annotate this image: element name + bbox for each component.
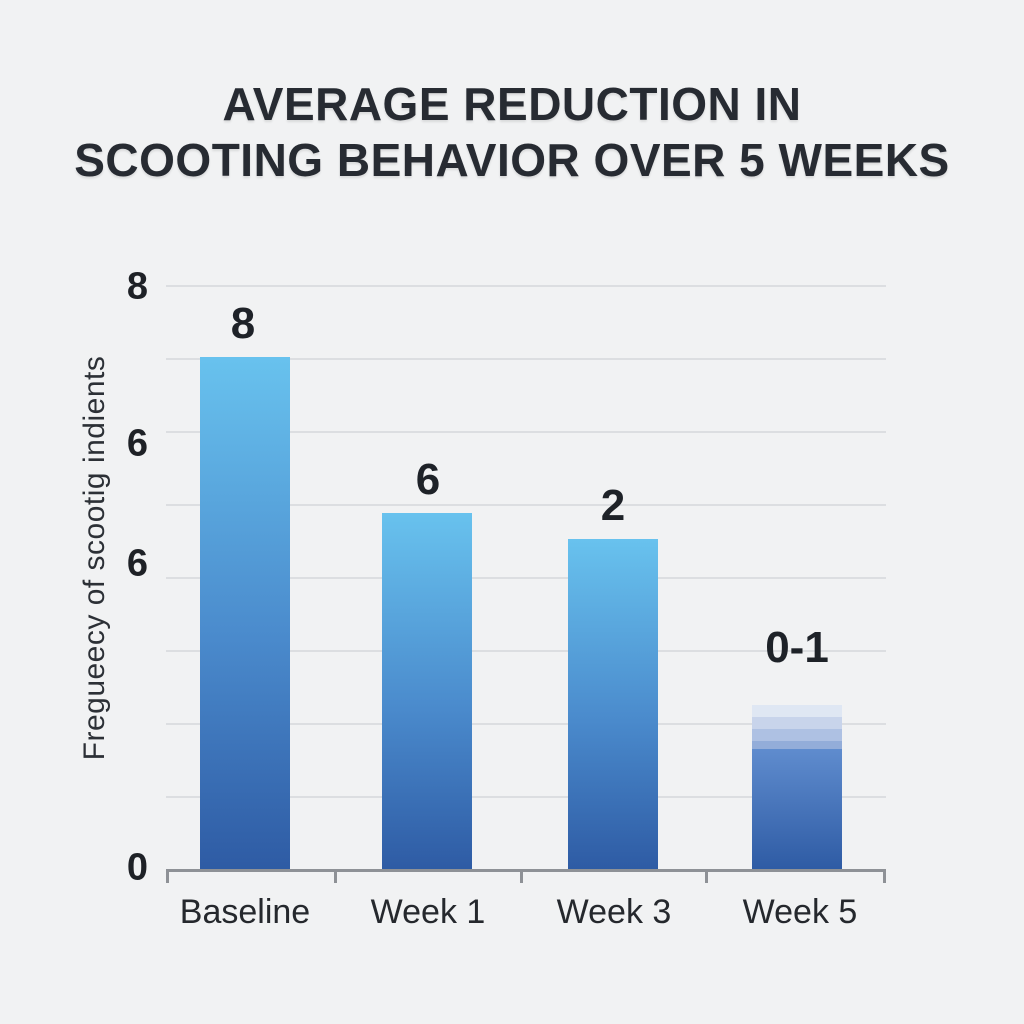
bar-week5 [752, 705, 842, 870]
x-category-label-week3: Week 3 [556, 893, 672, 931]
x-category-label-week5: Week 5 [742, 893, 858, 931]
y-tick-label: 6 [126, 422, 148, 465]
bar-baseline [200, 357, 290, 870]
x-axis-tick [520, 869, 523, 883]
y-axis-title: Fregueecy of scootig indients [78, 355, 111, 761]
bar-value-label: 2 [600, 481, 626, 530]
gridline [166, 285, 886, 287]
x-category-label-baseline: Baseline [179, 893, 311, 931]
gridline [166, 796, 886, 798]
gridline [166, 504, 886, 506]
bar-week3 [568, 539, 658, 870]
x-axis-line [166, 869, 886, 872]
bar-week1 [382, 513, 472, 870]
x-axis-tick [334, 869, 337, 883]
gridline [166, 577, 886, 579]
x-axis-tick [883, 869, 886, 883]
bar-value-label: 8 [230, 299, 256, 348]
chart-title: AVERAGE REDUCTION IN SCOOTING BEHAVIOR O… [0, 76, 1024, 188]
y-tick-label: 0 [126, 846, 148, 889]
gridline [166, 650, 886, 652]
x-category-label-week1: Week 1 [370, 893, 486, 931]
gridline [166, 723, 886, 725]
chart-title-line2: SCOOTING BEHAVIOR OVER 5 WEEKS [74, 134, 950, 186]
gridline [166, 358, 886, 360]
gridline [166, 431, 886, 433]
chart-title-line1: AVERAGE REDUCTION IN [222, 78, 802, 130]
y-tick-label: 8 [126, 265, 148, 308]
x-axis-tick [166, 869, 169, 883]
bar-value-label: 0-1 [765, 623, 829, 672]
x-axis-tick [705, 869, 708, 883]
bar-value-label: 6 [415, 455, 441, 504]
y-tick-label: 6 [126, 542, 148, 585]
